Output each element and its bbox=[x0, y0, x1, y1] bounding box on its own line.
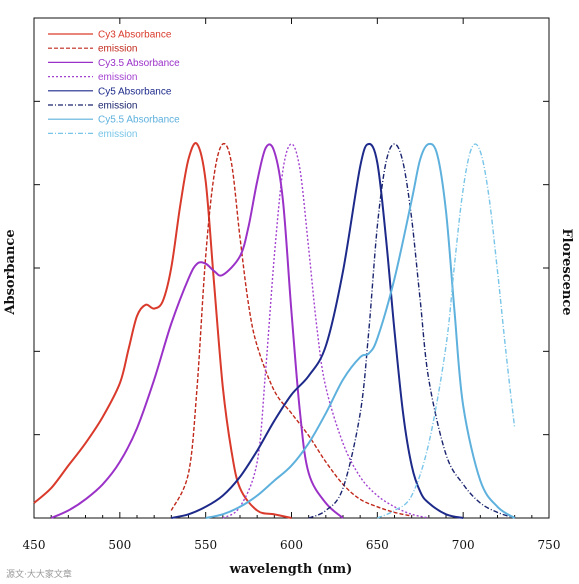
x-tick-label: 650 bbox=[366, 538, 389, 552]
series-line-1 bbox=[170, 142, 412, 517]
legend-label: emission bbox=[98, 129, 137, 140]
legend-label: Cy3 Absorbance bbox=[98, 30, 172, 41]
legend: Cy3 Absorbance emission Cy3.5 Absorbance em… bbox=[48, 30, 180, 140]
x-axis-title: wavelength (nm) bbox=[229, 562, 353, 577]
x-tick-label: 600 bbox=[280, 538, 303, 552]
y-axis-title-right: Florescence bbox=[559, 228, 574, 315]
series-line-3 bbox=[222, 143, 429, 519]
x-tick-label: 450 bbox=[23, 538, 46, 552]
series-line-5 bbox=[308, 143, 515, 519]
watermark-text: 源文·大大家文章 bbox=[6, 570, 72, 580]
legend-label: Cy5.5 Absorbance bbox=[98, 115, 180, 126]
series-line-0 bbox=[33, 142, 292, 519]
legend-label: emission bbox=[98, 44, 137, 55]
series-line-4 bbox=[171, 142, 464, 519]
series-line-7 bbox=[377, 143, 516, 519]
x-tick-label: 500 bbox=[108, 538, 131, 552]
legend-label: Cy3.5 Absorbance bbox=[98, 58, 180, 69]
series-line-2 bbox=[50, 143, 344, 519]
y-axis-title-left: Absorbance bbox=[3, 229, 18, 315]
y-ticks bbox=[34, 17, 549, 519]
legend-label: Cy5 Absorbance bbox=[98, 86, 172, 97]
legend-label: emission bbox=[98, 101, 137, 112]
legend-label: emission bbox=[98, 72, 137, 83]
series-line-6 bbox=[205, 142, 516, 519]
x-tick-label: 750 bbox=[538, 538, 561, 552]
x-ticks: 450 500 550 600 650 700 750 bbox=[23, 18, 561, 552]
x-tick-label: 550 bbox=[194, 538, 217, 552]
series-layer bbox=[33, 142, 516, 519]
x-tick-label: 700 bbox=[452, 538, 475, 552]
